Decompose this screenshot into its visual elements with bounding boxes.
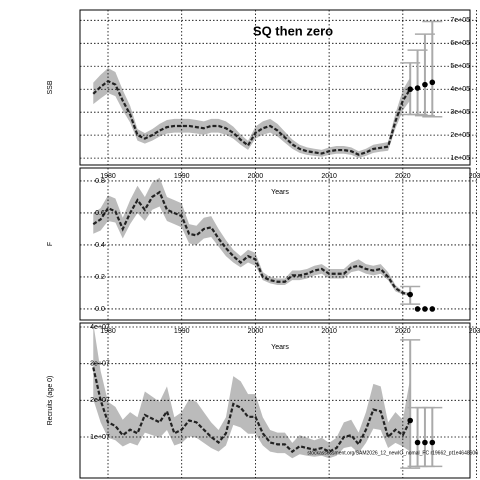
plot <box>80 168 478 320</box>
y-axis-label: F <box>47 242 54 246</box>
y-tick-label: 6e+05 <box>450 40 470 47</box>
x-axis-label: Years <box>271 344 289 351</box>
y-tick-label: 3e+07 <box>90 361 110 368</box>
panel-frame <box>79 322 471 479</box>
chart-title: SQ then zero <box>253 23 333 38</box>
y-tick-label: 0.2 <box>95 274 105 281</box>
y-tick-label: 2e+07 <box>90 397 110 404</box>
confidence-band <box>93 177 411 297</box>
x-axis-label: Years <box>271 189 289 196</box>
y-tick-label: 2e+05 <box>450 132 470 139</box>
forecast-point <box>414 85 421 91</box>
y-tick-label: 3e+05 <box>450 109 470 116</box>
y-tick-label: 1e+07 <box>90 434 110 441</box>
forecast-point <box>414 439 421 446</box>
y-tick-label: 0.4 <box>95 242 105 249</box>
confidence-band <box>93 68 411 158</box>
y-tick-label: 4e+07 <box>90 324 110 331</box>
forecast-point <box>422 306 428 312</box>
x-tick-label: 2030 <box>469 328 480 335</box>
estimate-line <box>92 190 411 296</box>
y-tick-label: 0.8 <box>95 178 105 185</box>
plot <box>80 323 478 478</box>
plot <box>80 10 478 165</box>
x-tick-label: 2030 <box>469 173 480 180</box>
estimate-line <box>92 79 412 156</box>
forecast-point <box>429 439 436 446</box>
forecast-point <box>407 86 413 93</box>
forecast-point <box>407 417 413 424</box>
estimate-line <box>92 367 412 454</box>
confidence-band <box>93 323 411 459</box>
forecast-point <box>422 81 428 88</box>
y-tick-label: 1e+05 <box>450 155 470 162</box>
panel-frame <box>79 167 471 321</box>
forecast-point <box>407 291 413 298</box>
forecast-point <box>414 306 421 312</box>
y-axis-label: Recruits (age 0) <box>47 376 54 426</box>
y-axis-label: SSB <box>47 80 54 94</box>
y-tick-label: 5e+05 <box>450 63 470 70</box>
y-tick-label: 7e+05 <box>450 17 470 24</box>
panel-frame <box>79 9 471 166</box>
y-tick-label: 4e+05 <box>450 86 470 93</box>
forecast-point <box>429 79 436 86</box>
annotation: stockassessment.org/SAM2026_12_newIO_nom… <box>307 450 478 456</box>
y-tick-label: 0.0 <box>95 306 105 313</box>
forecast-point <box>429 306 436 312</box>
y-tick-label: 0.6 <box>95 210 105 217</box>
forecast-point <box>422 439 428 446</box>
